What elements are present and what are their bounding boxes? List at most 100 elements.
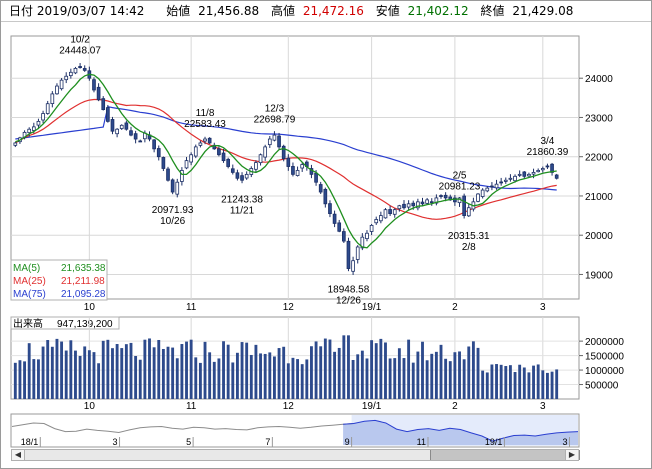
price-y-tick-label: 20000	[585, 231, 613, 242]
candle-body	[406, 203, 411, 208]
candle-body	[161, 157, 166, 169]
volume-bar	[328, 339, 332, 399]
scroll-left-arrow-icon[interactable]: ◀	[12, 450, 25, 460]
overview-scrollbar[interactable]: ◀ ▶	[11, 449, 580, 461]
candle-body	[175, 181, 180, 195]
volume-bar	[286, 363, 290, 399]
annotation-line-2: 21860.39	[527, 147, 569, 158]
volume-bar	[296, 359, 300, 399]
candle-body	[554, 174, 559, 179]
volume-bar	[291, 357, 295, 399]
candle-body	[189, 154, 193, 163]
overview-x-tick-label: 5	[186, 437, 191, 447]
candle-body	[258, 154, 263, 164]
candle-body	[332, 213, 337, 224]
candle-body	[13, 142, 18, 146]
volume-bar	[360, 350, 364, 399]
candle-body	[240, 175, 244, 181]
volume-panel	[10, 316, 580, 400]
volume-bar	[217, 358, 221, 399]
volume-bar	[425, 360, 429, 399]
volume-bar	[18, 360, 22, 399]
volume-bar	[13, 362, 17, 399]
scroll-right-arrow-icon[interactable]: ▶	[565, 450, 578, 460]
candle-body	[314, 172, 318, 183]
candle-body	[508, 177, 513, 180]
candle-body	[101, 98, 106, 111]
low-label: 安値	[375, 4, 400, 18]
volume-bar	[356, 354, 360, 399]
price-x-tick-label: 12	[283, 302, 295, 313]
volume-x-tick-label: 11	[186, 401, 197, 412]
ma75-legend-value: 21,095.28	[61, 289, 106, 300]
ma25-layer	[15, 98, 557, 220]
volume-bar	[240, 342, 244, 399]
candle-body	[263, 146, 268, 158]
candle-body	[281, 145, 286, 160]
annotation-line-2: 11/21	[230, 205, 255, 216]
volume-bar	[282, 346, 286, 399]
volume-bars	[13, 335, 559, 399]
high-label: 高値	[270, 4, 295, 18]
volume-bar	[111, 348, 114, 399]
volume-x-tick-label: 10	[84, 401, 96, 412]
volume-bar	[143, 339, 147, 399]
candle-body	[369, 224, 374, 232]
volume-bar	[235, 352, 239, 399]
overview-line-range	[343, 419, 579, 442]
volume-y-tick-label: 2000000	[585, 337, 624, 348]
candle-body	[217, 148, 221, 156]
annotation-line-1: 20971.93	[152, 205, 194, 216]
volume-bar	[92, 352, 96, 399]
volume-label: 出来高	[13, 317, 43, 330]
volume-bar	[411, 362, 415, 399]
volume-bar	[171, 347, 175, 399]
volume-bar	[333, 351, 337, 399]
candle-body	[295, 170, 300, 176]
volume-x-tick-label: 2	[452, 401, 458, 412]
annotation-line-1: 2/5	[453, 171, 467, 182]
volume-bar	[226, 344, 230, 399]
candle-body	[522, 171, 527, 177]
candle-body	[346, 240, 351, 269]
candle-body	[244, 173, 249, 179]
overview-x-tick-label: 9	[345, 437, 350, 447]
volume-bar	[27, 343, 31, 399]
volume-bar	[522, 367, 526, 399]
volume-bar	[462, 359, 466, 399]
overview-series	[11, 415, 579, 446]
volume-bar	[64, 350, 68, 399]
candle-body	[180, 170, 184, 182]
candle-body	[388, 209, 392, 215]
volume-bar	[453, 352, 457, 399]
volume-bar	[180, 344, 184, 399]
volume-bar	[416, 351, 420, 399]
price-y-tick-label: 21000	[585, 192, 613, 203]
volume-bar	[402, 358, 406, 399]
volume-bar	[314, 341, 318, 399]
volume-bar	[513, 372, 517, 399]
annotation-line-2: 22698.79	[254, 114, 296, 125]
volume-x-tick-label: 12	[283, 401, 295, 412]
candle-body	[203, 138, 207, 142]
overview-x-tick-label: 3	[562, 437, 567, 447]
scroll-thumb[interactable]	[430, 450, 580, 460]
candle-body	[536, 170, 541, 173]
annotation-line-2: 24448.07	[59, 46, 101, 57]
candle-body	[41, 113, 45, 121]
volume-value: 947,139,200	[57, 319, 113, 330]
candle-body	[513, 175, 517, 182]
volume-bar	[254, 344, 258, 399]
candle-body	[184, 160, 189, 169]
volume-bar	[532, 365, 535, 399]
candle-body	[485, 187, 490, 192]
ma-legend-box	[10, 259, 108, 301]
overview-x-tick-label: 19/1	[485, 437, 503, 447]
volume-bar	[471, 341, 475, 399]
candle-body	[82, 68, 87, 71]
candle-body	[416, 201, 420, 209]
price-y-tick-label: 23000	[585, 113, 613, 124]
candle-body	[337, 222, 342, 232]
